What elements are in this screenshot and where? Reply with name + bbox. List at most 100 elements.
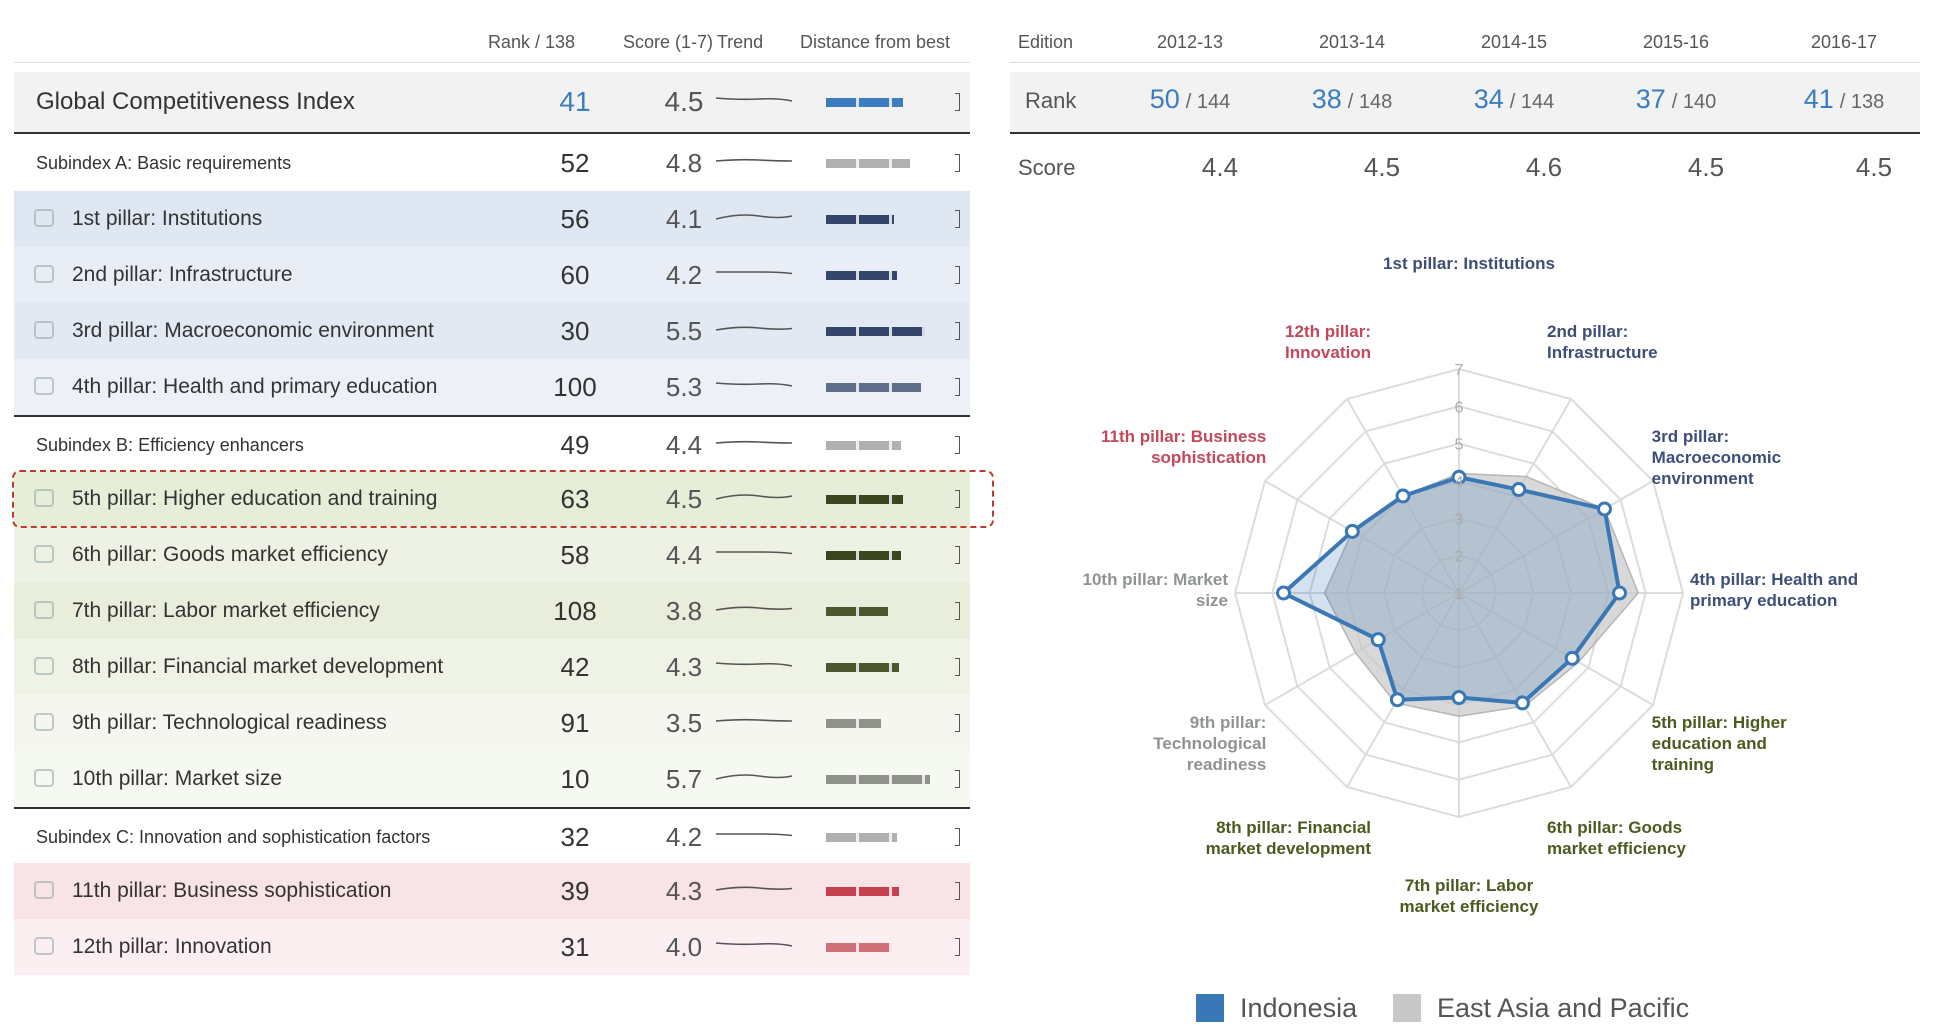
row-name: 11th pillar: Business sophistication [72, 879, 392, 902]
table-row: 1st pillar: Institutions 56 4.1 [14, 191, 970, 248]
grid-ring [1308, 442, 1610, 744]
table-row: 10th pillar: Market size 10 5.7 [14, 751, 970, 808]
distance-bar [826, 663, 899, 672]
series-point [1596, 501, 1612, 517]
trend-path [715, 662, 793, 667]
score: 3.8 [665, 596, 703, 626]
score: 4.4 [665, 430, 703, 460]
series-point [1389, 692, 1405, 708]
edition-year: 2016-17 [1810, 32, 1878, 52]
trend-path [715, 440, 793, 444]
radar-axis-label: 10th pillar: Market size [1082, 570, 1229, 610]
edition-year: 2013-14 [1318, 32, 1386, 52]
rank-cell: 37/ 140 [1636, 84, 1717, 115]
edition-total: / 144 [1509, 91, 1555, 113]
pillar-icon [34, 377, 54, 395]
score: 5.3 [665, 372, 703, 402]
distance-end [955, 658, 960, 676]
trend-path [716, 271, 793, 275]
trend-line [715, 214, 793, 220]
distance-bar [826, 887, 899, 896]
series-point [1276, 585, 1292, 601]
legend-label: East Asia and Pacific [1437, 993, 1690, 1023]
distance-bar [826, 551, 901, 560]
highlight-box [12, 470, 994, 528]
table-row: 9th pillar: Technological readiness 91 3.5 [14, 695, 970, 752]
radar-axis-label: 12th pillar: Innovation [1285, 322, 1371, 363]
row-name: 3rd pillar: Macroeconomic environment [72, 319, 434, 342]
trend-path [715, 382, 793, 387]
trend-line [715, 494, 793, 500]
trend-line [715, 662, 793, 667]
distance-bar [826, 441, 901, 450]
radial-tick-label: 2 [1455, 549, 1464, 566]
radar-axis-label: 5th pillar: Higher education and trainin… [1651, 713, 1787, 774]
rank: 56 [560, 204, 590, 234]
edition-rank: 38 [1311, 84, 1342, 114]
score: 5.7 [665, 764, 703, 794]
score-label: Score [1018, 155, 1076, 180]
edition-rank: 34 [1473, 84, 1504, 114]
radial-tick-label: 4 [1455, 474, 1464, 491]
spoke [1346, 398, 1460, 594]
rank-cell: 41/ 138 [1804, 84, 1885, 115]
distance-bar [826, 383, 921, 392]
radar-axis-label: 4th pillar: Health and primary education [1690, 570, 1859, 610]
table-row: 2nd pillar: Infrastructure 60 4.2 [14, 247, 970, 304]
legend-label: Indonesia [1240, 993, 1358, 1023]
series-point [1370, 632, 1386, 648]
spoke [1458, 592, 1572, 788]
radar-axis-label: 2nd pillar: Infrastructure [1547, 322, 1658, 363]
trend-path [715, 214, 793, 220]
row-name: 6th pillar: Goods market efficiency [72, 543, 388, 566]
edition-label: Edition [1018, 32, 1074, 52]
edition-score: 4.5 [1363, 152, 1401, 182]
trend-line [715, 886, 793, 891]
radial-tick-label: 1 [1455, 586, 1464, 603]
pillar-icon [34, 657, 54, 675]
edition-score: 4.4 [1201, 152, 1239, 182]
rank: 42 [560, 652, 590, 682]
distance-bar [826, 719, 882, 728]
rank-cell: 34/ 144 [1474, 84, 1555, 115]
distance-end [955, 93, 960, 111]
distance-end [955, 322, 960, 340]
rank: 30 [560, 316, 590, 346]
radar-axis-label: 1st pillar: Institutions [1383, 254, 1555, 273]
rank-row-bg [1010, 72, 1920, 134]
table-row: 4th pillar: Health and primary education… [14, 359, 970, 416]
distance-bar [826, 327, 926, 336]
distance-bar [826, 215, 895, 224]
distance-end [955, 714, 960, 732]
series-point [1395, 488, 1411, 504]
rank-label: Rank [1025, 88, 1077, 113]
trend-path [715, 606, 793, 611]
radar-axis-label: 6th pillar: Goods market efficiency [1547, 817, 1686, 858]
edition-total: / 144 [1185, 91, 1231, 113]
trend-path [715, 718, 793, 722]
trend-path [715, 774, 793, 780]
legend-swatch [1196, 994, 1224, 1022]
trend-line [715, 382, 793, 387]
distance-end [955, 210, 960, 228]
grid-ring [1345, 479, 1573, 707]
radar-axis-label: 7th pillar: Labor market efficiency [1399, 876, 1539, 916]
distance-bar [826, 495, 904, 504]
radial-tick-label: 3 [1455, 511, 1464, 528]
rank: 52 [560, 148, 590, 178]
table-row: Subindex B: Efficiency enhancers 49 4.4 [14, 415, 970, 473]
distance-bar [826, 943, 893, 952]
rank: 108 [553, 596, 597, 626]
edition-rank: 50 [1149, 84, 1180, 114]
pillar-icon [34, 265, 54, 283]
score: 4.8 [665, 148, 703, 178]
rank: 49 [560, 430, 590, 460]
rank: 60 [560, 260, 590, 290]
rank: 100 [553, 372, 597, 402]
rank: 91 [560, 708, 590, 738]
column-header: Trend [716, 32, 764, 52]
trend-line [716, 271, 793, 275]
distance-end [955, 882, 960, 900]
score: 4.5 [664, 86, 704, 117]
score: 5.5 [665, 316, 703, 346]
